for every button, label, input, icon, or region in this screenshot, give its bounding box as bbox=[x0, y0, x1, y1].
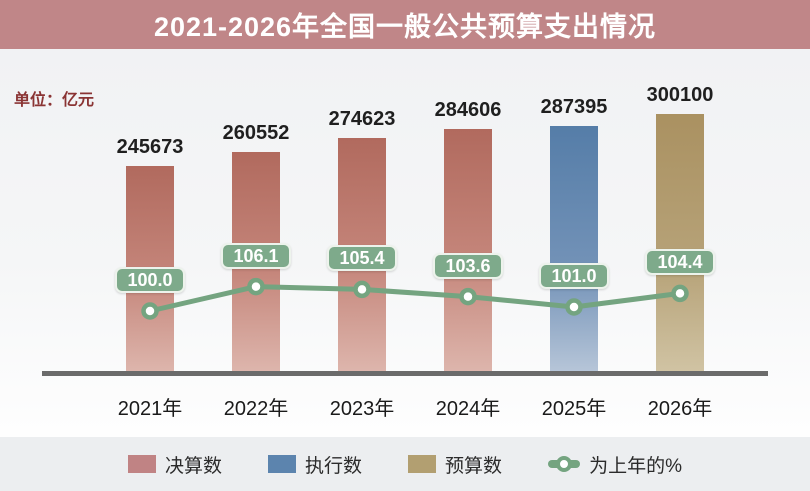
line-marker-icon bbox=[548, 455, 581, 473]
x-tick-2025: 2025年 bbox=[541, 398, 607, 420]
unit-label: 单位：亿元 bbox=[14, 92, 95, 109]
trend-value-2026: 104.4 bbox=[645, 249, 715, 276]
bar-value-2025: 287395 bbox=[540, 96, 608, 119]
trend-line-chart bbox=[141, 277, 689, 320]
bar-2026 bbox=[656, 114, 704, 371]
x-tick-2024: 2024年 bbox=[435, 398, 501, 420]
line-marker-2025 bbox=[565, 298, 583, 316]
trend-polyline bbox=[147, 284, 683, 314]
legend-label: 为上年的% bbox=[589, 455, 682, 477]
trend-value-2024: 103.6 bbox=[433, 252, 503, 279]
legend-item-execution[interactable]: 执行数 bbox=[268, 451, 362, 478]
x-tick-2023: 2023年 bbox=[329, 398, 395, 420]
chart-title: 2021-2026年全国一般公共预算支出情况 bbox=[153, 12, 657, 42]
execution-swatch-icon bbox=[268, 455, 297, 473]
final-accounts-swatch-icon bbox=[128, 455, 157, 473]
bar-value-2023: 274623 bbox=[328, 108, 396, 131]
legend-item-final-accounts[interactable]: 决算数 bbox=[128, 451, 222, 478]
line-marker-2021 bbox=[141, 302, 159, 320]
x-tick-2026: 2026年 bbox=[647, 398, 713, 420]
bar-2025 bbox=[550, 126, 598, 371]
legend-label: 预算数 bbox=[445, 455, 503, 477]
trend-value-2025: 101.0 bbox=[539, 263, 609, 289]
line-marker-dot bbox=[556, 456, 573, 472]
bar-value-2024: 284606 bbox=[434, 98, 502, 121]
trend-value-2022: 106.1 bbox=[221, 242, 291, 269]
bar-value-2026: 300100 bbox=[646, 84, 714, 106]
legend: 决算数 执行数 预算数 为上年的% bbox=[0, 437, 810, 491]
trend-value-2021: 100.0 bbox=[115, 267, 185, 293]
legend-item-yoy-percent[interactable]: 为上年的% bbox=[548, 451, 682, 478]
plot-area: 单位：亿元 245673 2021年 260552 2022年 274623 2023年 2… bbox=[0, 49, 810, 437]
line-marker-2023 bbox=[353, 280, 371, 299]
bar-value-2021: 245673 bbox=[116, 136, 184, 158]
budget-swatch-icon bbox=[408, 455, 437, 473]
line-marker-2022 bbox=[247, 277, 265, 296]
legend-label: 决算数 bbox=[165, 455, 223, 477]
bar-2024 bbox=[444, 128, 492, 371]
trend-value-2023: 105.4 bbox=[327, 245, 397, 272]
line-marker-2024 bbox=[459, 287, 477, 306]
legend-item-budget[interactable]: 预算数 bbox=[408, 451, 502, 478]
legend-label: 执行数 bbox=[305, 455, 363, 477]
chart-title-bar: 2021-2026年全国一般公共预算支出情况 bbox=[0, 0, 810, 49]
bar-value-2022: 260552 bbox=[222, 121, 290, 144]
line-marker-2026 bbox=[671, 284, 689, 303]
x-tick-2022: 2022年 bbox=[223, 398, 289, 420]
x-axis-line bbox=[42, 371, 768, 376]
x-tick-2021: 2021年 bbox=[117, 398, 183, 420]
